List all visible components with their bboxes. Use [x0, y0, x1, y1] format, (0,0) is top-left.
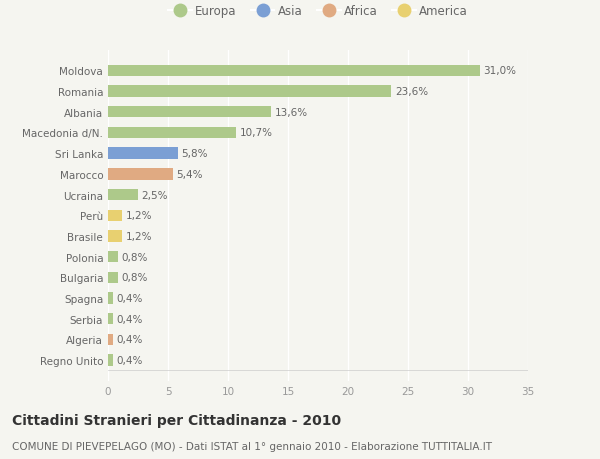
Text: 13,6%: 13,6% — [275, 107, 308, 118]
Bar — [108, 169, 173, 180]
Bar — [108, 128, 236, 139]
Bar — [108, 148, 178, 159]
Bar — [108, 313, 113, 325]
Bar — [108, 86, 391, 97]
Text: 5,8%: 5,8% — [181, 149, 208, 159]
Text: 31,0%: 31,0% — [484, 66, 517, 76]
Bar — [108, 355, 113, 366]
Text: 0,8%: 0,8% — [121, 273, 148, 283]
Bar — [108, 272, 118, 283]
Text: 10,7%: 10,7% — [240, 128, 273, 138]
Bar — [108, 231, 122, 242]
Bar — [108, 66, 480, 77]
Text: 0,4%: 0,4% — [116, 355, 143, 365]
Text: 0,4%: 0,4% — [116, 335, 143, 345]
Text: 5,4%: 5,4% — [176, 169, 203, 179]
Text: 2,5%: 2,5% — [142, 190, 168, 200]
Text: 23,6%: 23,6% — [395, 87, 428, 97]
Bar — [108, 210, 122, 221]
Text: 0,8%: 0,8% — [121, 252, 148, 262]
Text: 0,4%: 0,4% — [116, 314, 143, 324]
Bar — [108, 293, 113, 304]
Text: 0,4%: 0,4% — [116, 293, 143, 303]
Text: 1,2%: 1,2% — [126, 231, 152, 241]
Text: 1,2%: 1,2% — [126, 211, 152, 221]
Text: Cittadini Stranieri per Cittadinanza - 2010: Cittadini Stranieri per Cittadinanza - 2… — [12, 413, 341, 427]
Legend: Europa, Asia, Africa, America: Europa, Asia, Africa, America — [168, 5, 468, 18]
Bar — [108, 334, 113, 345]
Bar — [108, 190, 138, 201]
Bar — [108, 107, 271, 118]
Bar — [108, 252, 118, 263]
Text: COMUNE DI PIEVEPELAGO (MO) - Dati ISTAT al 1° gennaio 2010 - Elaborazione TUTTIT: COMUNE DI PIEVEPELAGO (MO) - Dati ISTAT … — [12, 441, 492, 451]
